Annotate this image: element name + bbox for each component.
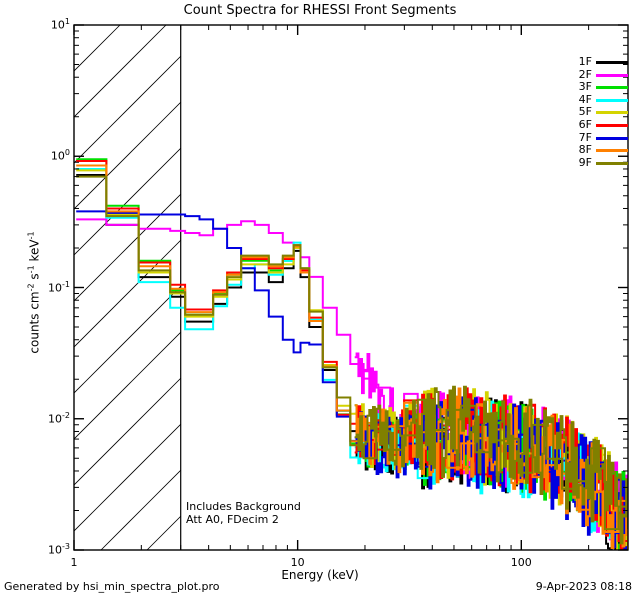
annotation-background: Includes Background: [186, 500, 301, 513]
legend-label-8F: 8F: [578, 143, 592, 157]
legend-swatch-2F: [596, 73, 628, 77]
legend-label-3F: 3F: [578, 80, 592, 94]
legend-label-4F: 4F: [578, 92, 592, 106]
series-line-9F: [76, 175, 628, 531]
legend-swatch-5F: [596, 111, 628, 115]
legend-swatch-8F: [596, 149, 628, 153]
legend-swatch-9F: [596, 161, 628, 165]
legend-label-5F: 5F: [578, 105, 592, 119]
y-tick-label: 10-2: [48, 410, 70, 426]
x-tick-label: 100: [510, 556, 532, 569]
y-tick-label: 100: [50, 148, 70, 163]
footer-timestamp: 9-Apr-2023 08:18: [535, 580, 632, 593]
hatch-line: [74, 25, 167, 118]
y-tick-label: 10-1: [48, 279, 70, 295]
legend-label-2F: 2F: [578, 67, 592, 81]
y-tick-label: 10-3: [48, 542, 70, 557]
x-axis-label: Energy (keV): [281, 568, 359, 582]
series-noise-9F: [354, 385, 628, 545]
legend-label-7F: 7F: [578, 130, 592, 144]
x-tick-label: 1: [70, 556, 78, 569]
hatch-line: [74, 25, 213, 164]
hatch-line: [74, 25, 259, 210]
legend-swatch-3F: [596, 86, 628, 90]
annotation-attenuator: Att A0, FDecim 2: [186, 513, 279, 526]
legend-swatch-6F: [596, 124, 628, 127]
data-curves: [76, 158, 628, 550]
legend-swatch-7F: [596, 136, 628, 140]
x-tick-label: 10: [290, 556, 305, 569]
legend-swatch-4F: [596, 98, 628, 102]
legend-label-6F: 6F: [578, 118, 592, 131]
y-tick-label: 101: [50, 17, 70, 32]
series-noise-8F: [354, 387, 628, 550]
legend-label-1F: 1F: [578, 55, 592, 68]
footer-generator: Generated by hsi_min_spectra_plot.pro: [4, 580, 220, 593]
page-title: Count Spectra for RHESSI Front Segments: [183, 3, 457, 18]
legend-swatch-1F: [596, 61, 628, 64]
legend-label-9F: 9F: [578, 155, 592, 169]
axes: [73, 24, 629, 551]
